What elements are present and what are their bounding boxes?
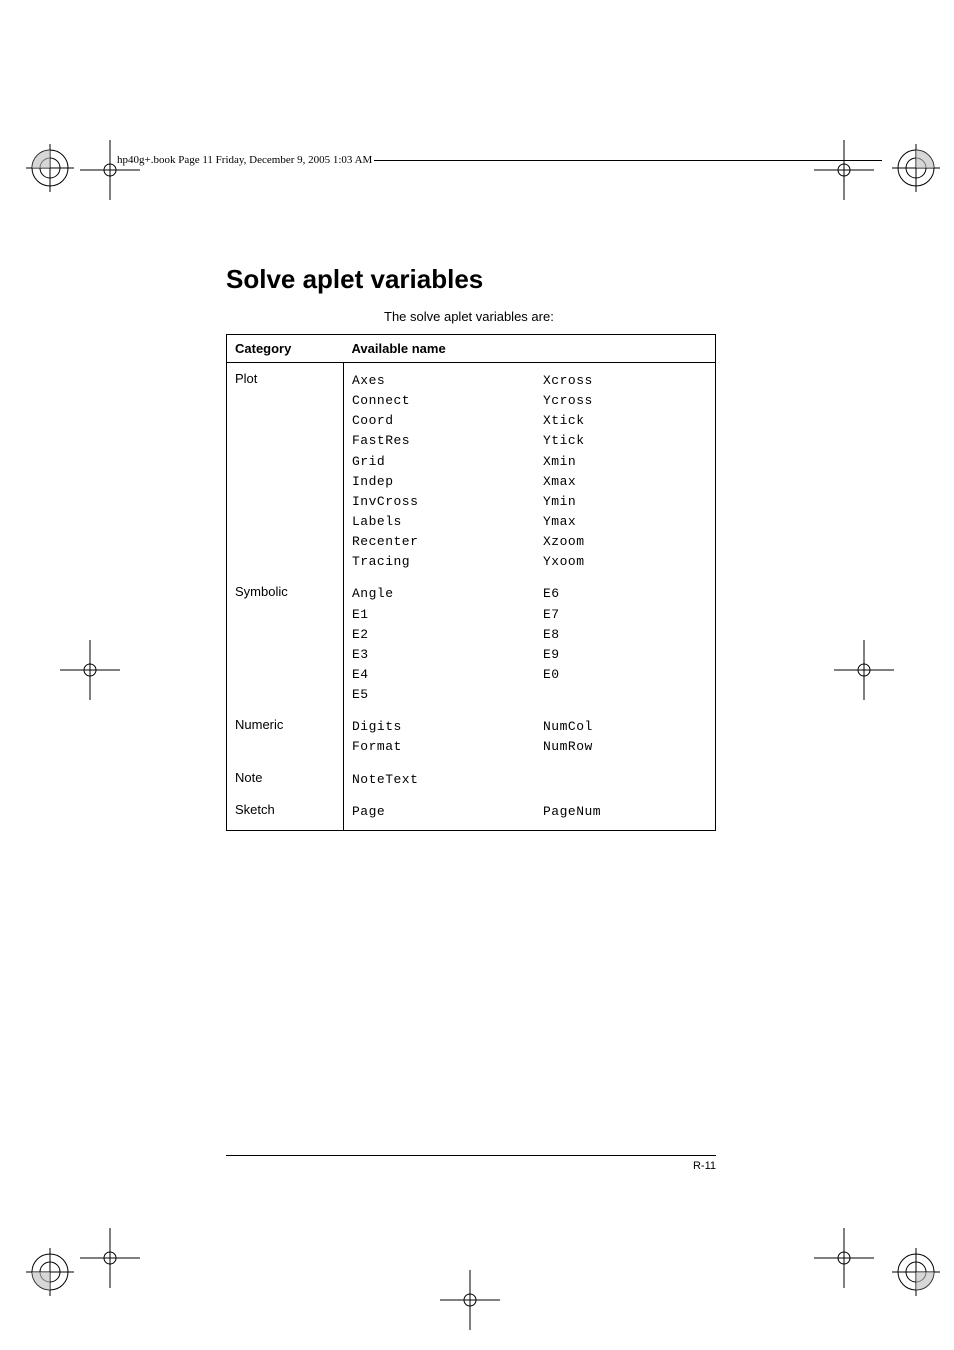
table-row: Sketch Page PageNum: [227, 794, 716, 831]
category-cell: Sketch: [227, 794, 344, 831]
section-title: Solve aplet variables: [226, 264, 726, 295]
reg-mark-bottom-left: [20, 1242, 68, 1290]
names-col2: E6E7E8E9E0: [535, 576, 716, 709]
table-row: Symbolic AngleE1E2E3E4E5 E6E7E8E9E0: [227, 576, 716, 709]
crop-mark-icon: [440, 1270, 500, 1330]
names-col1: DigitsFormat: [344, 709, 536, 761]
crop-mark-icon: [814, 1228, 874, 1288]
names-col1: Page: [344, 794, 536, 831]
table-header-row: Category Available name: [227, 335, 716, 363]
col-header-available: Available name: [344, 335, 716, 363]
book-info: hp40g+.book Page 11 Friday, December 9, …: [115, 154, 374, 166]
category-cell: Symbolic: [227, 576, 344, 709]
category-cell: Numeric: [227, 709, 344, 761]
page-footer: R-11: [226, 1155, 716, 1172]
page-number: R-11: [693, 1160, 716, 1172]
table-row: Numeric DigitsFormat NumColNumRow: [227, 709, 716, 761]
col-header-category: Category: [227, 335, 344, 363]
reg-mark-bottom-right: [886, 1242, 934, 1290]
variables-table: Category Available name Plot AxesConnect…: [226, 334, 716, 831]
reg-mark-top-right: [886, 138, 934, 186]
table-row: Plot AxesConnectCoordFastResGridIndepInv…: [227, 363, 716, 577]
names-col2: [535, 762, 716, 794]
table-row: Note NoteText: [227, 762, 716, 794]
section-intro: The solve aplet variables are:: [384, 309, 726, 324]
crop-mark-icon: [834, 640, 894, 700]
names-col1: NoteText: [344, 762, 536, 794]
crop-mark-icon: [60, 640, 120, 700]
names-col2: NumColNumRow: [535, 709, 716, 761]
reg-mark-top-left: [20, 138, 68, 186]
category-cell: Plot: [227, 363, 344, 577]
category-cell: Note: [227, 762, 344, 794]
names-col1: AxesConnectCoordFastResGridIndepInvCross…: [344, 363, 536, 577]
print-header: hp40g+.book Page 11 Friday, December 9, …: [115, 160, 882, 173]
names-col2: XcrossYcrossXtickYtickXminXmaxYminYmaxXz…: [535, 363, 716, 577]
page-content: Solve aplet variables The solve aplet va…: [226, 264, 726, 831]
names-col2: PageNum: [535, 794, 716, 831]
crop-mark-icon: [80, 1228, 140, 1288]
names-col1: AngleE1E2E3E4E5: [344, 576, 536, 709]
